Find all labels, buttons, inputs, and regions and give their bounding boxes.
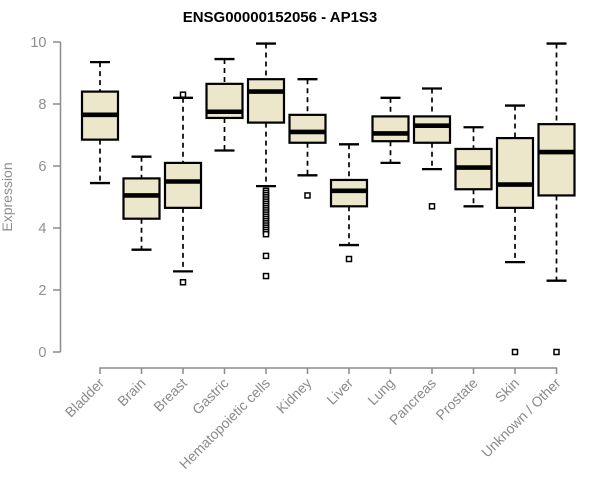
box-hematopoietic-cells	[246, 42, 286, 280]
y-axis-label: Expression	[0, 162, 15, 231]
iqr-box	[122, 177, 161, 220]
box-lung	[371, 96, 410, 165]
x-label-prostate: Prostate	[432, 375, 480, 423]
outlier-point	[511, 348, 519, 356]
y-tick-label-8: 8	[38, 97, 46, 113]
outlier-point	[262, 230, 270, 238]
y-tick-label-4: 4	[38, 221, 46, 237]
iqr-box	[412, 115, 452, 144]
outlier-point	[179, 279, 187, 286]
box-liver	[329, 143, 369, 263]
x-label-brain: Brain	[114, 375, 148, 409]
box-pancreas	[412, 87, 452, 210]
iqr-box	[495, 137, 535, 209]
iqr-box	[371, 115, 410, 143]
box-brain	[122, 155, 161, 251]
y-tick-label-0: 0	[38, 345, 46, 361]
box-prostate	[454, 126, 493, 208]
outlier-point	[345, 255, 353, 263]
x-label-breast: Breast	[150, 375, 190, 415]
iqr-box	[537, 123, 576, 197]
box-skin	[495, 104, 535, 356]
x-label-lung: Lung	[364, 375, 397, 408]
y-axis: 0 2 4 6 8 10	[30, 35, 62, 361]
iqr-box	[246, 78, 286, 124]
outlier-point	[179, 91, 187, 98]
iqr-box	[329, 178, 369, 208]
x-label-skin: Skin	[492, 375, 523, 406]
iqr-box	[163, 161, 203, 209]
chart-title: ENSG00000152056 - AP1S3	[183, 9, 378, 26]
box-unknown-other	[537, 42, 576, 356]
y-tick-label-10: 10	[30, 35, 46, 51]
box-breast	[163, 91, 203, 286]
outlier-point	[262, 272, 270, 280]
box-bladder	[80, 61, 120, 185]
iqr-box	[288, 113, 327, 144]
box-gastric	[205, 57, 244, 152]
x-label-unknown-other: Unknown / Other	[478, 375, 564, 461]
y-tick-label-6: 6	[38, 159, 46, 175]
x-label-liver: Liver	[323, 375, 356, 408]
x-label-kidney: Kidney	[273, 375, 315, 417]
x-label-bladder: Bladder	[62, 375, 108, 421]
outlier-point	[262, 252, 270, 260]
outlier-point	[304, 192, 311, 199]
box-kidney	[288, 78, 327, 199]
outlier-point	[553, 348, 560, 356]
outlier-point	[428, 203, 436, 210]
boxplot-series	[80, 42, 576, 356]
y-tick-label-2: 2	[38, 283, 46, 299]
